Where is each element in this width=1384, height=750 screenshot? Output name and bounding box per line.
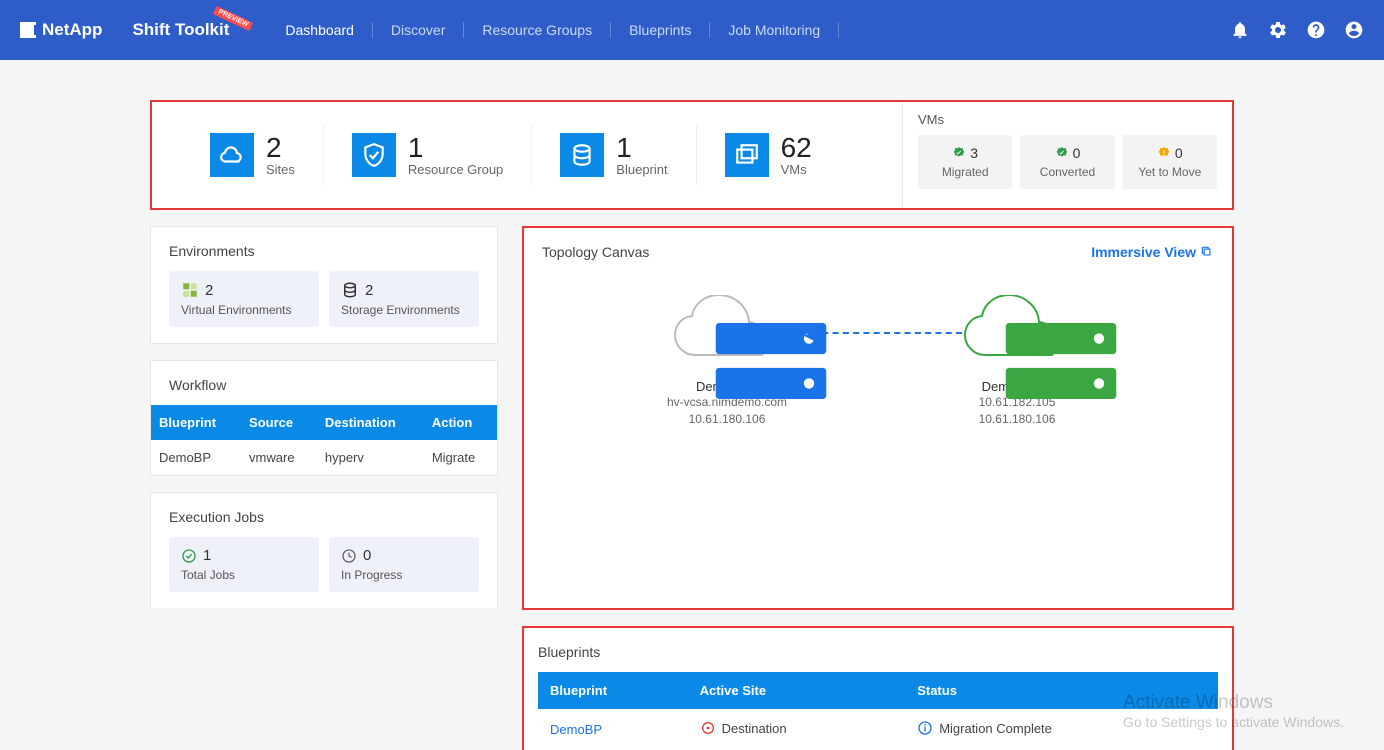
table-row[interactable]: DemoBP vmware hyperv Migrate [151,440,497,475]
topology-canvas: DemoSRC hv-vcsa.nimdemo.com 10.61.180.10… [542,270,1214,580]
nav-discover[interactable]: Discover [373,22,464,38]
stat-vms: 62VMs [697,125,840,185]
vms-migrated: 3 Migrated [918,135,1012,189]
nav-blueprints[interactable]: Blueprints [611,22,710,38]
nav-dashboard[interactable]: Dashboard [267,22,373,38]
environments-title: Environments [169,243,479,259]
execution-panel: Execution Jobs 1 Total Jobs 0 In Progres… [150,492,498,608]
clock-icon [341,548,357,564]
server-icon [1001,323,1121,399]
bell-icon[interactable] [1230,20,1250,40]
cloud-icon [210,133,254,177]
main-content: 2Sites 1Resource Group 1Blueprint 62VMs … [0,60,1384,750]
environments-panel: Environments 2 Virtual Environments 2 St… [150,226,498,344]
database-icon [560,133,604,177]
user-icon[interactable] [1344,20,1364,40]
check-badge-icon [952,146,966,160]
vms-yet-to-move: 0 Yet to Move [1123,135,1217,189]
stat-sites-value: 2 [266,134,295,162]
vms-converted: 0 Converted [1020,135,1114,189]
summary-panel: 2Sites 1Resource Group 1Blueprint 62VMs … [150,100,1234,210]
execution-title: Execution Jobs [169,509,479,525]
help-icon[interactable] [1306,20,1326,40]
stat-rg-value: 1 [408,134,503,162]
storage-icon [341,281,359,299]
stat-bp-label: Blueprint [616,162,667,177]
vms-title: VMs [918,112,1217,127]
workflow-panel: Workflow Blueprint Source Destination Ac… [150,360,498,476]
product-name: Shift Toolkit PREVIEW [132,20,229,40]
brand-text: NetApp [42,20,102,40]
stat-bp-value: 1 [616,134,667,162]
blueprints-table: Blueprint Active Site Status DemoBP Dest… [538,672,1218,750]
topology-source-node[interactable]: DemoSRC hv-vcsa.nimdemo.com 10.61.180.10… [647,295,807,428]
header-actions [1230,20,1364,40]
blueprints-panel: Blueprints Blueprint Active Site Status … [522,626,1234,750]
stat-sites: 2Sites [182,125,324,185]
nav-job-monitoring[interactable]: Job Monitoring [710,22,839,38]
table-row[interactable]: DemoBP Destination Migration Complete [538,709,1218,750]
stat-resource-group: 1Resource Group [324,125,532,185]
topology-panel: Topology Canvas Immersive View DemoSRC h… [522,226,1234,610]
info-icon [917,720,933,736]
vms-icon [725,133,769,177]
stat-blueprint: 1Blueprint [532,125,696,185]
target-icon [700,720,716,736]
check-badge-icon [1055,146,1069,160]
stat-vms-label: VMs [781,162,812,177]
workflow-table: Blueprint Source Destination Action Demo… [151,405,497,475]
vms-panel: VMs 3 Migrated 0 Converted 0 Yet to Move [902,102,1232,208]
blueprint-link[interactable]: DemoBP [550,722,602,737]
brand-logo: NetApp [20,20,102,40]
ej-total: 1 Total Jobs [169,537,319,592]
gear-icon[interactable] [1268,20,1288,40]
blueprints-title: Blueprints [538,644,1218,660]
external-icon [1200,245,1214,259]
nav-resource-groups[interactable]: Resource Groups [464,22,611,38]
topology-title: Topology Canvas [542,244,649,260]
check-circle-icon [181,548,197,564]
workflow-title: Workflow [151,377,497,393]
immersive-view-link[interactable]: Immersive View [1091,244,1214,260]
netapp-icon [20,22,36,38]
app-header: NetApp Shift Toolkit PREVIEW Dashboard D… [0,0,1384,60]
main-nav: Dashboard Discover Resource Groups Bluep… [267,22,839,38]
ej-progress: 0 In Progress [329,537,479,592]
warn-badge-icon [1157,146,1171,160]
vsphere-icon [181,281,199,299]
env-storage[interactable]: 2 Storage Environments [329,271,479,327]
stat-vms-value: 62 [781,134,812,162]
shield-icon [352,133,396,177]
stat-rg-label: Resource Group [408,162,503,177]
summary-stats: 2Sites 1Resource Group 1Blueprint 62VMs [152,102,902,208]
env-virtual[interactable]: 2 Virtual Environments [169,271,319,327]
topology-target-node[interactable]: DemoTarget 10.61.182.105 10.61.180.106 [937,295,1097,428]
arrow-icon: ◀ [804,325,816,345]
stat-sites-label: Sites [266,162,295,177]
